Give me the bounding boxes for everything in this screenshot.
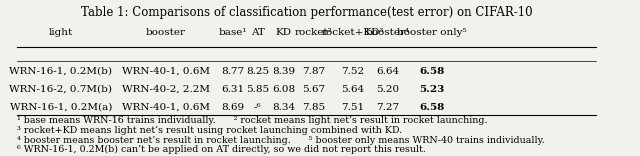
Text: rocket+KD³: rocket+KD³	[321, 28, 383, 37]
Text: 8.77: 8.77	[221, 67, 244, 76]
Text: ³ rocket+KD means light net’s result using rocket launching combined with KD.: ³ rocket+KD means light net’s result usi…	[17, 126, 402, 135]
Text: 5.20: 5.20	[376, 85, 399, 94]
Text: Table 1: Comparisons of classification performance(test error) on CIFAR-10: Table 1: Comparisons of classification p…	[81, 6, 532, 19]
Text: ⁴ booster means booster net’s result in rocket launching.      ⁵ booster only me: ⁴ booster means booster net’s result in …	[17, 136, 545, 144]
Text: 6.64: 6.64	[376, 67, 399, 76]
Text: rocket²: rocket²	[294, 28, 332, 37]
Text: 6.58: 6.58	[420, 102, 445, 112]
Text: 5.85: 5.85	[246, 85, 269, 94]
Text: WRN-40-2, 2.2M: WRN-40-2, 2.2M	[122, 85, 210, 94]
Text: 8.25: 8.25	[246, 67, 269, 76]
Text: 6.31: 6.31	[221, 85, 244, 94]
Text: 7.27: 7.27	[376, 102, 399, 112]
Text: 7.52: 7.52	[341, 67, 364, 76]
Text: AT: AT	[251, 28, 265, 37]
Text: 7.85: 7.85	[302, 102, 325, 112]
Text: 5.67: 5.67	[302, 85, 325, 94]
Text: 8.39: 8.39	[272, 67, 296, 76]
Text: 8.34: 8.34	[272, 102, 296, 112]
Text: WRN-16-2, 0.7M(b): WRN-16-2, 0.7M(b)	[10, 85, 113, 94]
Text: -⁶: -⁶	[254, 102, 262, 112]
Text: 8.69: 8.69	[221, 102, 244, 112]
Text: base¹: base¹	[218, 28, 246, 37]
Text: light: light	[49, 28, 73, 37]
Text: WRN-16-1, 0.2M(b): WRN-16-1, 0.2M(b)	[10, 67, 113, 76]
Text: booster: booster	[146, 28, 186, 37]
Text: 5.23: 5.23	[420, 85, 445, 94]
Text: WRN-40-1, 0.6M: WRN-40-1, 0.6M	[122, 102, 210, 112]
Text: 5.64: 5.64	[341, 85, 364, 94]
Text: WRN-16-1, 0.2M(a): WRN-16-1, 0.2M(a)	[10, 102, 112, 112]
Text: booster⁴: booster⁴	[366, 28, 410, 37]
Text: WRN-40-1, 0.6M: WRN-40-1, 0.6M	[122, 67, 210, 76]
Text: 6.58: 6.58	[420, 67, 445, 76]
Text: 7.87: 7.87	[302, 67, 325, 76]
Text: 7.51: 7.51	[341, 102, 364, 112]
Text: KD: KD	[276, 28, 292, 37]
Text: 6.08: 6.08	[272, 85, 296, 94]
Text: ⁶ WRN-16-1, 0.2M(b) can’t be applied on AT directly, so we did not report this r: ⁶ WRN-16-1, 0.2M(b) can’t be applied on …	[17, 145, 426, 154]
Text: booster only⁵: booster only⁵	[397, 28, 467, 37]
Text: ¹ base means WRN-16 trains individually.      ² rocket means light net’s result : ¹ base means WRN-16 trains individually.…	[17, 116, 487, 125]
